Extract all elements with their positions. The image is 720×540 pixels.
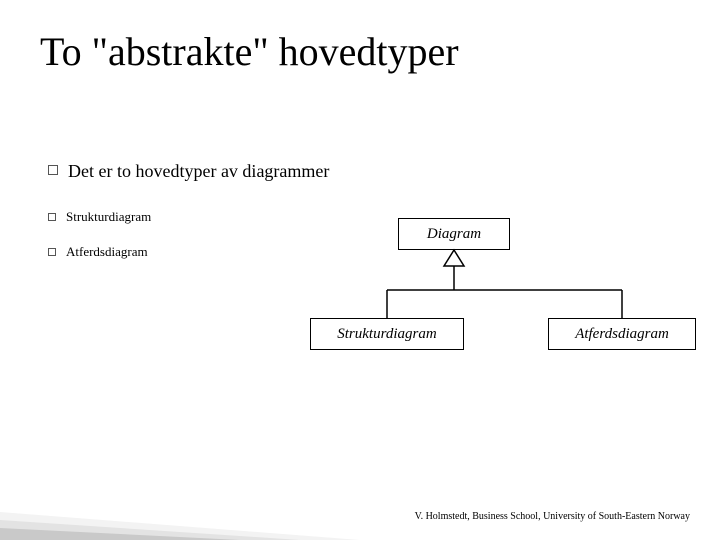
bullet-sub2-text: Atferdsdiagram [66, 244, 148, 260]
square-bullet-icon [48, 213, 56, 221]
slide: To "abstrakte" hovedtyper Det er to hove… [0, 0, 720, 540]
bullet-main-text: Det er to hovedtyper av diagrammer [68, 160, 329, 183]
uml-node-parent-label: Diagram [427, 226, 481, 243]
uml-node-child-right: Atferdsdiagram [548, 318, 696, 350]
uml-node-child-left: Strukturdiagram [310, 318, 464, 350]
square-bullet-icon [48, 165, 58, 175]
uml-node-parent: Diagram [398, 218, 510, 250]
list-item: Strukturdiagram [48, 209, 348, 225]
list-item: Atferdsdiagram [48, 244, 348, 260]
footer-text: V. Holmstedt, Business School, Universit… [415, 511, 690, 522]
uml-node-child-left-label: Strukturdiagram [337, 326, 436, 343]
decor-wedge-icon [0, 470, 360, 540]
square-bullet-icon [48, 248, 56, 256]
bullet-list: Det er to hovedtyper av diagrammer Struk… [48, 160, 348, 286]
list-item: Det er to hovedtyper av diagrammer [48, 160, 348, 183]
slide-title: To "abstrakte" hovedtyper [40, 28, 459, 75]
bullet-sub1-text: Strukturdiagram [66, 209, 151, 225]
uml-node-child-right-label: Atferdsdiagram [575, 326, 669, 343]
